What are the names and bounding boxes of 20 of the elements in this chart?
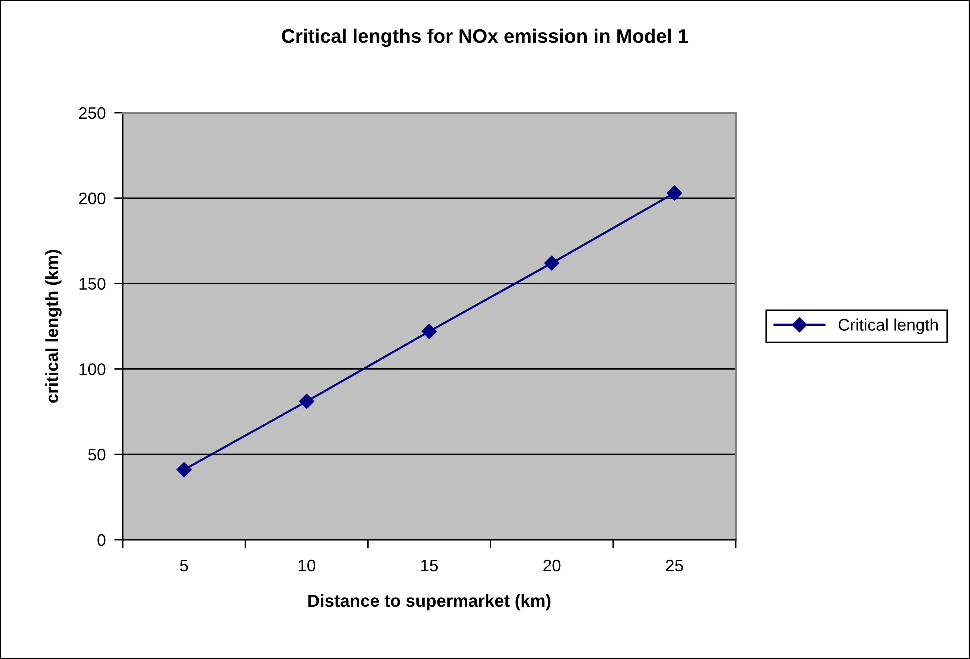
point (299, 394, 314, 410)
x-tick-label: 25 (666, 560, 684, 572)
point (544, 256, 560, 271)
legend-label: Critical length (838, 318, 938, 334)
x-tick-label: 5 (180, 560, 188, 572)
x-tick-label: 15 (422, 560, 438, 572)
y-tick-label: 100 (80, 364, 106, 376)
y-axis-title: critical length (km) (46, 250, 62, 403)
x-axis-title: Distance to supermarket (km) (308, 594, 551, 611)
x-tick-label: 10 (298, 560, 316, 572)
y-tick-label: 50 (88, 449, 106, 461)
y-tick-label: 200 (79, 192, 106, 205)
point (667, 186, 682, 201)
point (176, 462, 192, 478)
x-tick-label: 20 (544, 560, 561, 572)
y-tick-label: 150 (80, 278, 106, 290)
chart-title: Critical lengths for NOx emission in Model 1 (282, 28, 688, 48)
y-tick-label: 0 (98, 534, 106, 546)
y-tick-label: 250 (79, 107, 106, 120)
point (422, 324, 438, 340)
